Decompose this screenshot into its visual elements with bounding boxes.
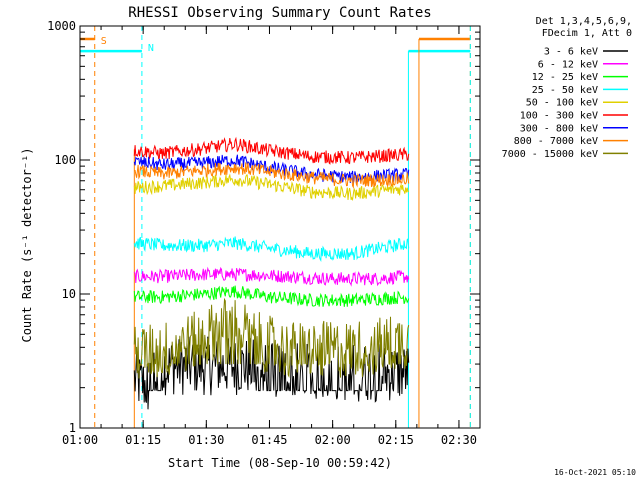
series-line-7 <box>134 162 410 189</box>
legend-label-2: 12 - 25 keV <box>532 72 598 83</box>
series-line-5 <box>133 136 410 165</box>
y-tick-label-1: 10 <box>62 287 76 301</box>
chart-title: RHESSI Observing Summary Count Rates <box>128 5 431 21</box>
x-tick-label-6: 02:30 <box>441 433 477 447</box>
legend-label-8: 7000 - 15000 keV <box>502 149 598 160</box>
y-axis-label: Count Rate (s⁻¹ detector⁻¹) <box>20 147 34 342</box>
y-tick-label-3: 1000 <box>47 19 76 33</box>
legend-label-5: 100 - 300 keV <box>520 111 598 122</box>
x-tick-label-5: 02:15 <box>378 433 414 447</box>
legend-label-7: 800 - 7000 keV <box>514 136 598 147</box>
plot-area: SN <box>80 26 471 428</box>
y-tick-label-2: 100 <box>54 153 76 167</box>
series-line-3 <box>133 236 410 263</box>
x-tick-label-1: 01:15 <box>125 433 161 447</box>
legend: Det 1,3,4,5,6,9,FDecim 1, Att 0 3 - 6 keV… <box>502 16 632 160</box>
legend-label-4: 50 - 100 keV <box>526 98 598 109</box>
x-tick-label-4: 02:00 <box>315 433 351 447</box>
plot-frame <box>79 25 481 429</box>
legend-label-0: 3 - 6 keV <box>544 47 598 58</box>
legend-label-6: 300 - 800 keV <box>520 123 598 134</box>
y-tick-label-0: 1 <box>69 421 76 435</box>
flag-label-n: N <box>148 43 154 54</box>
legend-header-0: Det 1,3,4,5,6,9, <box>536 16 632 27</box>
x-axis-label: Start Time (08-Sep-10 00:59:42) <box>168 456 392 470</box>
legend-label-1: 6 - 12 keV <box>538 59 598 70</box>
series-line-2 <box>133 285 410 307</box>
series-line-1 <box>133 266 410 287</box>
series-line-8 <box>133 297 410 379</box>
x-tick-label-0: 01:00 <box>62 433 98 447</box>
footer-timestamp: 16-Oct-2021 05:10 <box>554 468 636 477</box>
legend-header-1: FDecim 1, Att 0 <box>542 28 632 39</box>
legend-label-3: 25 - 50 keV <box>532 85 598 96</box>
series-line-4 <box>133 173 410 202</box>
axes: 01:00 01:15 01:30 01:45 02:00 02:15 02:30 1 10 10… <box>47 19 481 447</box>
flag-label-s: S <box>101 36 107 47</box>
x-tick-label-3: 01:45 <box>251 433 287 447</box>
x-tick-label-2: 01:30 <box>188 433 224 447</box>
